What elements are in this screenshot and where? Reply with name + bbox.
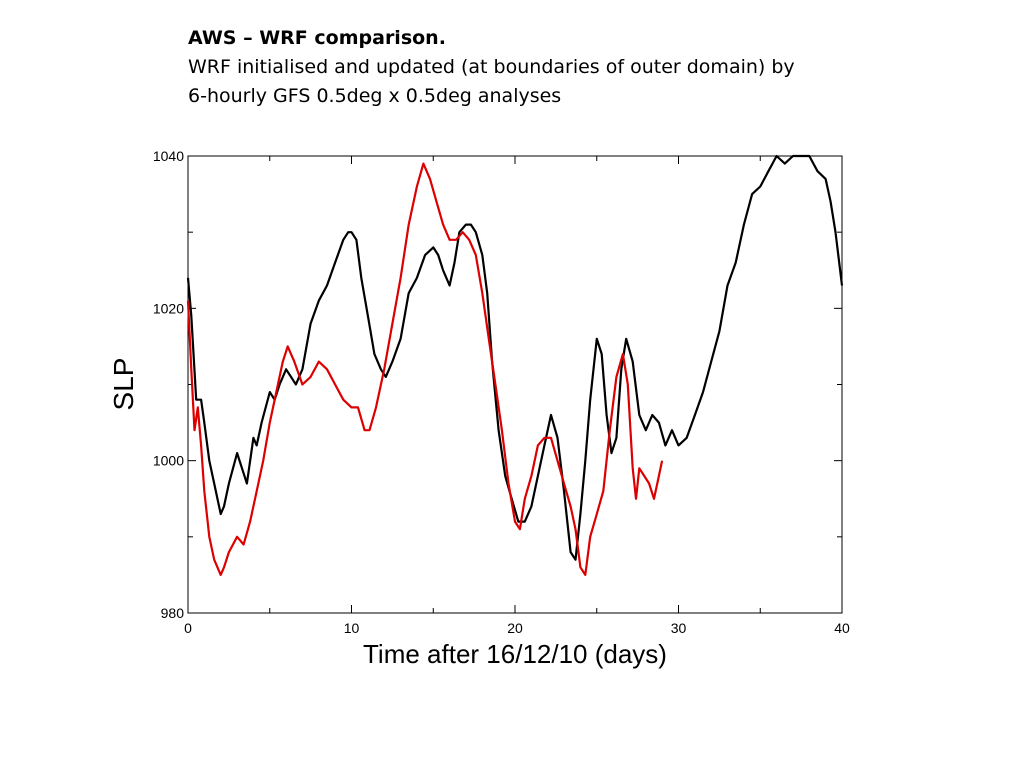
y-tick-label: 1040	[153, 148, 184, 164]
slide-text: AWS – WRF comparison. WRF initialised an…	[188, 24, 988, 111]
x-tick-label: 20	[507, 620, 523, 636]
x-axis-label: Time after 16/12/10 (days)	[363, 639, 667, 669]
x-tick-label: 40	[834, 620, 850, 636]
x-tick-label: 10	[344, 620, 360, 636]
x-tick-label: 0	[184, 620, 192, 636]
y-tick-label: 980	[161, 605, 185, 621]
y-tick-label: 1020	[153, 300, 184, 316]
series-line-1	[186, 162, 664, 577]
slide-subtitle-line-2: 6-hourly GFS 0.5deg x 0.5deg analyses	[188, 85, 562, 107]
slide-subtitle-line-1: WRF initialised and updated (at boundari…	[188, 56, 795, 78]
y-tick-label: 1000	[153, 453, 184, 469]
y-axis-label: SLP	[108, 358, 139, 411]
x-tick-label: 30	[671, 620, 687, 636]
slide-title: AWS – WRF comparison.	[188, 27, 446, 49]
